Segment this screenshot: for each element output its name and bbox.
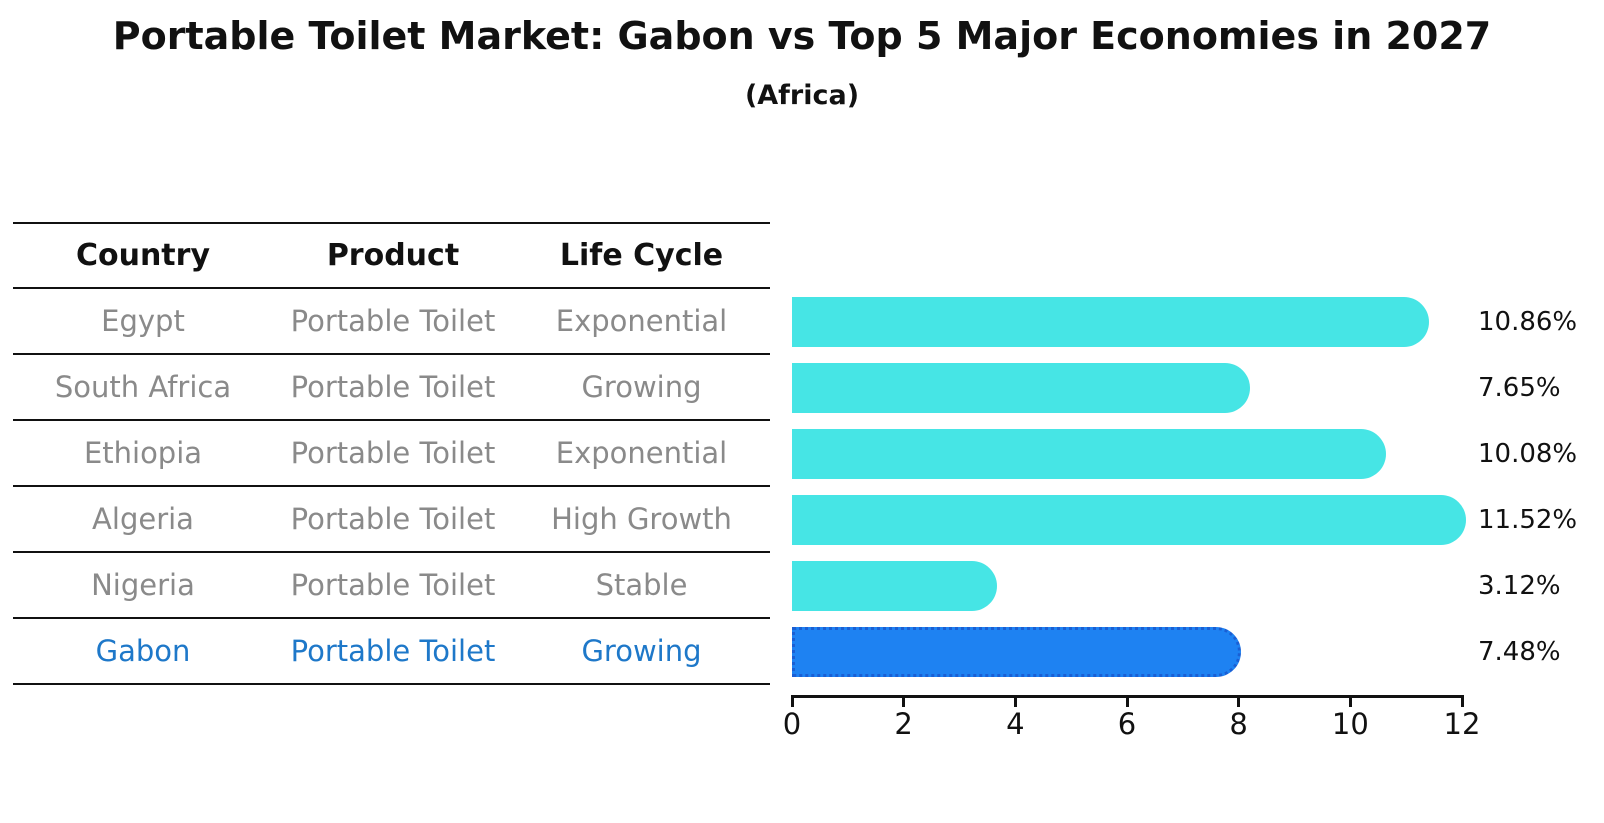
x-tick-0	[790, 698, 794, 707]
table-row-gabon: Gabon Portable Toilet Growing	[13, 619, 770, 685]
cell-life-cycle: Stable	[595, 568, 688, 602]
cell-country: Nigeria	[91, 568, 195, 602]
x-tick-label-2: 2	[894, 707, 913, 741]
cell-country: Algeria	[92, 502, 194, 536]
cell-product: Portable Toilet	[290, 502, 496, 536]
bar-south-africa	[792, 363, 1251, 413]
value-label-nigeria: 3.12%	[1478, 571, 1561, 601]
value-label-egypt: 10.86%	[1478, 307, 1578, 337]
bar-egypt	[792, 297, 1430, 347]
cell-product: Portable Toilet	[290, 436, 496, 470]
table-row-south-africa: South Africa Portable Toilet Growing	[13, 355, 770, 421]
cell-country: South Africa	[54, 370, 232, 404]
bar-value-labels: 10.86% 7.65% 10.08% 11.52% 3.12% 7.48%	[1478, 289, 1604, 685]
x-tick-label-12: 12	[1443, 707, 1481, 741]
cell-life-cycle: High Growth	[551, 502, 732, 536]
x-tick-12	[1460, 698, 1464, 707]
cell-product: Portable Toilet	[290, 370, 496, 404]
cell-country: Ethiopia	[83, 436, 203, 470]
x-tick-label-6: 6	[1117, 707, 1137, 741]
x-tick-label-8: 8	[1229, 707, 1248, 741]
table-row-nigeria: Nigeria Portable Toilet Stable	[13, 553, 770, 619]
x-tick-label-10: 10	[1331, 707, 1369, 741]
cell-product: Portable Toilet	[290, 304, 496, 338]
table-header-product: Product	[326, 238, 460, 273]
table-header-life-cycle: Life Cycle	[559, 238, 724, 273]
cell-life-cycle: Growing	[581, 634, 702, 668]
x-tick-4	[1013, 698, 1017, 707]
table-row-ethiopia: Ethiopia Portable Toilet Exponential	[13, 421, 770, 487]
chart-title: Portable Toilet Market: Gabon vs Top 5 M…	[112, 14, 1492, 58]
table-header-country: Country	[75, 238, 211, 273]
bar-plot-area	[792, 289, 1502, 685]
value-label-algeria: 11.52%	[1478, 505, 1578, 535]
cell-country: Gabon	[95, 634, 191, 668]
x-tick-label-0: 0	[782, 707, 802, 741]
table-header-row: Country Product Life Cycle	[13, 222, 770, 289]
table-row-egypt: Egypt Portable Toilet Exponential	[13, 289, 770, 355]
cell-product: Portable Toilet	[290, 568, 496, 602]
table-row-algeria: Algeria Portable Toilet High Growth	[13, 487, 770, 553]
country-info-table: Country Product Life Cycle Egypt Portable…	[13, 222, 770, 685]
x-axis-line	[791, 695, 1464, 698]
bar-algeria	[792, 495, 1467, 545]
x-tick-8	[1237, 698, 1241, 707]
cell-life-cycle: Exponential	[555, 304, 728, 338]
x-tick-2	[902, 698, 906, 707]
value-label-gabon: 7.48%	[1478, 637, 1561, 667]
cell-country: Egypt	[101, 304, 185, 338]
chart-subtitle: (Africa)	[744, 80, 860, 111]
cell-life-cycle: Exponential	[555, 436, 728, 470]
table-body: Egypt Portable Toilet Exponential South Afr…	[13, 289, 770, 685]
x-tick-10	[1348, 698, 1352, 707]
value-label-south-africa: 7.65%	[1478, 373, 1561, 403]
bar-gabon	[792, 627, 1241, 677]
x-tick-label-4: 4	[1006, 707, 1025, 741]
value-label-ethiopia: 10.08%	[1478, 439, 1578, 469]
cell-life-cycle: Growing	[581, 370, 702, 404]
x-tick-6	[1125, 698, 1129, 707]
bar-nigeria	[792, 561, 998, 611]
bar-ethiopia	[792, 429, 1386, 479]
cell-product: Portable Toilet	[290, 634, 496, 668]
x-axis: 0 2 4 6 8 10 12	[783, 695, 1480, 755]
